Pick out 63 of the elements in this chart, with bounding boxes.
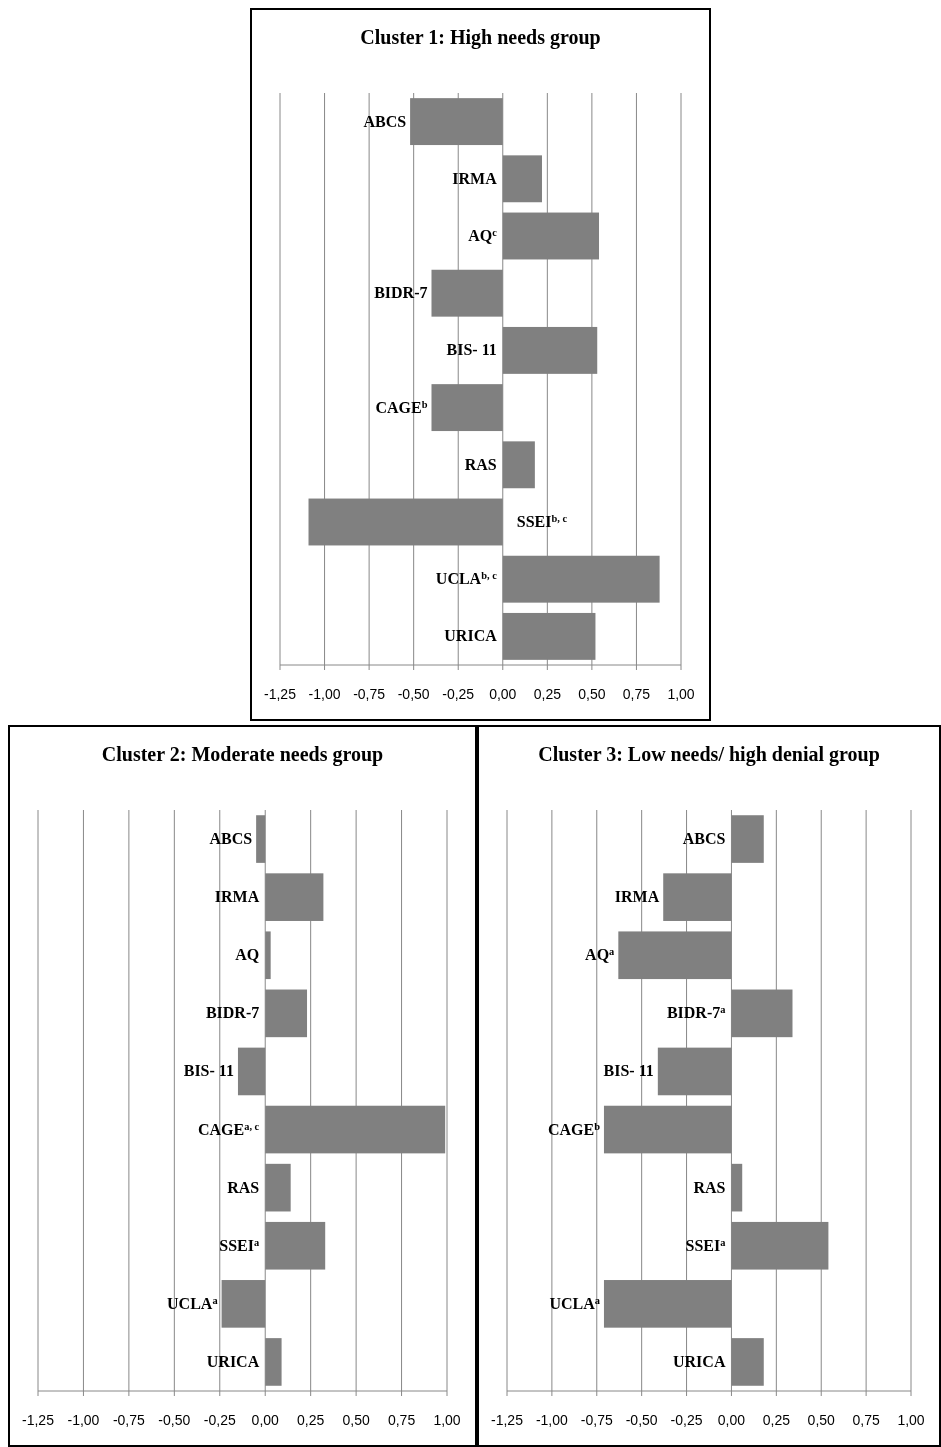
y-tick-label: IRMA <box>214 888 260 906</box>
y-tick-label: AQ$^{c}$ <box>468 226 498 244</box>
y-tick-label: SSEI$^{b, c}$ <box>516 512 568 530</box>
x-tick-label: 0,25 <box>762 1412 791 1428</box>
x-tick-label: -0,50 <box>397 686 430 702</box>
x-tick-label: 0,75 <box>387 1412 416 1428</box>
y-tick-label: BIDR-7 <box>205 1004 260 1022</box>
x-tick-label: -1,25 <box>22 1412 55 1428</box>
x-tick-label: -1,00 <box>535 1412 569 1428</box>
x-tick-label: -0,75 <box>353 686 386 702</box>
y-tick-label: AQ$^{a}$ <box>585 945 616 964</box>
x-tick-label: -0,25 <box>670 1412 703 1428</box>
x-tick-label: 1,00 <box>897 1412 925 1428</box>
y-tick-label: CAGE$^{a, c}$ <box>197 1120 260 1138</box>
y-tick-label: IRMA <box>614 888 660 906</box>
y-tick-label: ABCS <box>209 830 253 848</box>
y-tick-label: RAS <box>693 1178 726 1196</box>
y-tick-label: RAS <box>464 455 497 473</box>
y-tick-label: URICA <box>444 627 498 645</box>
y-tick-label: BIS- 11 <box>183 1062 234 1080</box>
y-tick-label: UCLA$^{a}$ <box>549 1294 601 1312</box>
x-tick-label: -0,25 <box>442 686 475 702</box>
x-tick-label: 1,00 <box>667 686 695 702</box>
chart-title: Cluster 3: Low needs/ high denial group <box>538 743 880 766</box>
x-tick-label: 1,00 <box>433 1412 461 1428</box>
x-tick-label: 0,25 <box>297 1412 325 1428</box>
x-tick-label: 0,00 <box>489 686 517 702</box>
x-tick-label: 0,00 <box>717 1412 746 1428</box>
x-tick-label: -1,25 <box>491 1412 524 1428</box>
x-tick-label: 0,50 <box>342 1412 370 1428</box>
y-tick-label: BIDR-7 <box>374 284 428 302</box>
y-tick-label: ABCS <box>363 112 407 130</box>
x-tick-label: -1,00 <box>67 1412 100 1428</box>
x-tick-label: -0,75 <box>112 1412 146 1428</box>
x-tick-label: -0,25 <box>203 1412 236 1428</box>
y-tick-label: BIS- 11 <box>603 1062 654 1080</box>
y-tick-label: CAGE$^{b}$ <box>547 1120 601 1138</box>
x-tick-label: -0,50 <box>625 1412 658 1428</box>
y-tick-label: SSEI$^{a}$ <box>685 1236 727 1254</box>
y-tick-label: URICA <box>672 1352 726 1370</box>
y-tick-label: BIS- 11 <box>446 341 497 359</box>
x-tick-label: -1,00 <box>308 686 341 702</box>
y-tick-label: RAS <box>227 1178 260 1196</box>
y-tick-label: UCLA$^{b, c}$ <box>435 569 498 588</box>
y-tick-label: ABCS <box>682 830 726 848</box>
x-tick-label: -0,75 <box>580 1412 613 1428</box>
y-tick-label: BIDR-7$^{a}$ <box>666 1003 727 1022</box>
y-tick-label: SSEI$^{a}$ <box>219 1236 261 1254</box>
y-tick-label: CAGE$^{b}$ <box>375 398 428 416</box>
x-tick-label: 0,75 <box>852 1412 880 1428</box>
y-tick-label: AQ <box>235 946 260 964</box>
x-tick-label: -0,50 <box>158 1412 191 1428</box>
y-tick-label: IRMA <box>452 169 498 187</box>
x-tick-label: 0,00 <box>251 1412 280 1428</box>
chart-title: Cluster 2: Moderate needs group <box>101 743 384 766</box>
x-tick-label: 0,75 <box>622 686 651 702</box>
x-tick-label: -1,25 <box>264 686 297 702</box>
x-tick-label: 0,50 <box>578 686 606 702</box>
x-tick-label: 0,50 <box>807 1412 836 1428</box>
chart-title: Cluster 1: High needs group <box>360 26 601 49</box>
y-tick-label: URICA <box>206 1352 260 1370</box>
y-tick-label: UCLA$^{a}$ <box>167 1294 219 1312</box>
x-tick-label: 0,25 <box>533 686 562 702</box>
